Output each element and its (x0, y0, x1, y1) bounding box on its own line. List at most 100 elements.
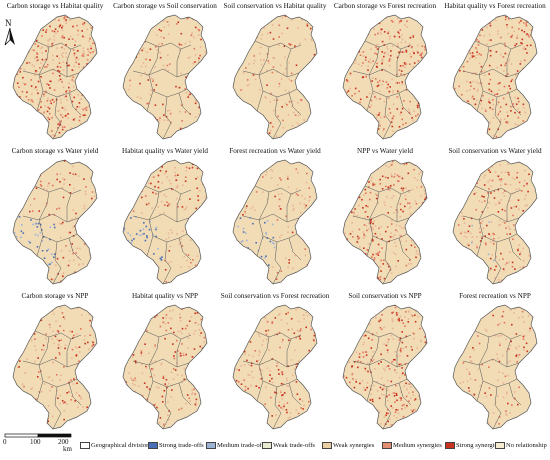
map-panel: Habitat quality vs NPP (110, 290, 220, 433)
map-panel: Carbon storage vs Forest recreation (330, 0, 440, 143)
division-line (366, 380, 374, 402)
division-line (286, 48, 292, 77)
region-fill (233, 160, 317, 284)
region-outline (12, 14, 98, 140)
map-panel: Carbon storage vs Water yield (0, 145, 110, 288)
region-outline (342, 304, 428, 430)
region-map (452, 159, 538, 285)
map-panel: Soil conservation vs Habitat quality (220, 0, 330, 143)
division-line (364, 330, 412, 340)
map-panel: Soil conservation vs Forest recreation (220, 290, 330, 433)
division-line (492, 241, 502, 285)
division-line (162, 386, 172, 430)
division-line (286, 338, 292, 367)
division-line (272, 241, 282, 285)
region-outline (12, 159, 98, 285)
division-line (66, 338, 72, 367)
division-line (132, 68, 190, 78)
division-line (272, 96, 282, 140)
division-line (242, 213, 300, 223)
region-fill (453, 15, 537, 139)
panel-title: Carbon storage vs Soil conservation (113, 2, 217, 10)
division-line (508, 237, 522, 261)
scale-tick-200: 200 (58, 438, 69, 446)
legend-swatch (495, 442, 505, 449)
map-panel: Habitat quality vs Forest recreation (440, 0, 550, 143)
division-line (242, 68, 300, 78)
division-line (462, 358, 520, 368)
division-line (398, 382, 412, 406)
region-fill (13, 305, 97, 429)
division-line (144, 40, 192, 50)
division-line (36, 90, 44, 112)
division-line (146, 235, 154, 257)
region-map (232, 14, 318, 140)
division-line (162, 241, 172, 285)
division-line (492, 96, 502, 140)
map-panel: Soil conservation vs NPP (330, 290, 440, 433)
map-panel: Soil conservation vs Water yield (440, 145, 550, 288)
division-line (396, 48, 402, 77)
division-line (478, 191, 490, 221)
division-line (68, 382, 82, 406)
division-line (364, 185, 412, 195)
division-line (176, 338, 182, 367)
division-line (368, 336, 380, 366)
panel-title: Carbon storage vs Forest recreation (333, 2, 437, 10)
region-outline (452, 304, 538, 430)
region-map (12, 304, 98, 430)
region-outline (232, 14, 318, 140)
region-fill (453, 305, 537, 429)
division-line (352, 68, 410, 78)
region-outline (342, 159, 428, 285)
division-line (38, 336, 50, 366)
division-line (366, 235, 374, 257)
division-line (288, 237, 302, 261)
region-map (122, 304, 208, 430)
legend-label: Medium synergies (393, 442, 442, 449)
panel-title: Soil conservation vs Habitat quality (223, 2, 327, 10)
legend-label: Weak trade-offs (273, 442, 316, 449)
division-line (146, 90, 154, 112)
division-line (254, 330, 302, 340)
region-map (12, 159, 98, 285)
division-line (462, 213, 520, 223)
map-panel: Forest recreation vs NPP (440, 290, 550, 433)
legend-swatch (262, 442, 272, 449)
legend-swatch (148, 442, 158, 449)
region-fill (343, 15, 427, 139)
map-panel: Habitat quality vs Water yield (110, 145, 220, 288)
panel-title: Carbon storage vs Water yield (11, 147, 99, 155)
division-line (52, 96, 62, 140)
division-line (382, 386, 392, 430)
division-line (34, 40, 82, 50)
panel-title: Habitat quality vs Water yield (122, 147, 208, 155)
division-line (364, 40, 412, 50)
division-line (508, 382, 522, 406)
region-fill (233, 305, 317, 429)
panel-title: Forest recreation vs Water yield (229, 147, 321, 155)
division-line (508, 92, 522, 116)
region-fill (453, 160, 537, 284)
division-line (132, 213, 190, 223)
legend: Geographical division Strong trade-offs Me… (80, 440, 550, 452)
region-map (232, 159, 318, 285)
division-line (352, 358, 410, 368)
division-line (474, 330, 522, 340)
division-line (52, 241, 62, 285)
relationship-pixels (123, 160, 207, 284)
division-line (254, 40, 302, 50)
division-line (258, 46, 270, 76)
division-line (22, 68, 80, 78)
division-line (476, 90, 484, 112)
map-panel: Carbon storage vs NPP (0, 290, 110, 433)
division-line (68, 237, 82, 261)
panel-title: Habitat quality vs NPP (131, 292, 199, 300)
division-line (352, 213, 410, 223)
division-line (52, 386, 62, 430)
division-line (176, 48, 182, 77)
legend-swatch (206, 442, 216, 449)
panel-title: NPP vs Water yield (357, 147, 413, 155)
division-line (368, 191, 380, 221)
